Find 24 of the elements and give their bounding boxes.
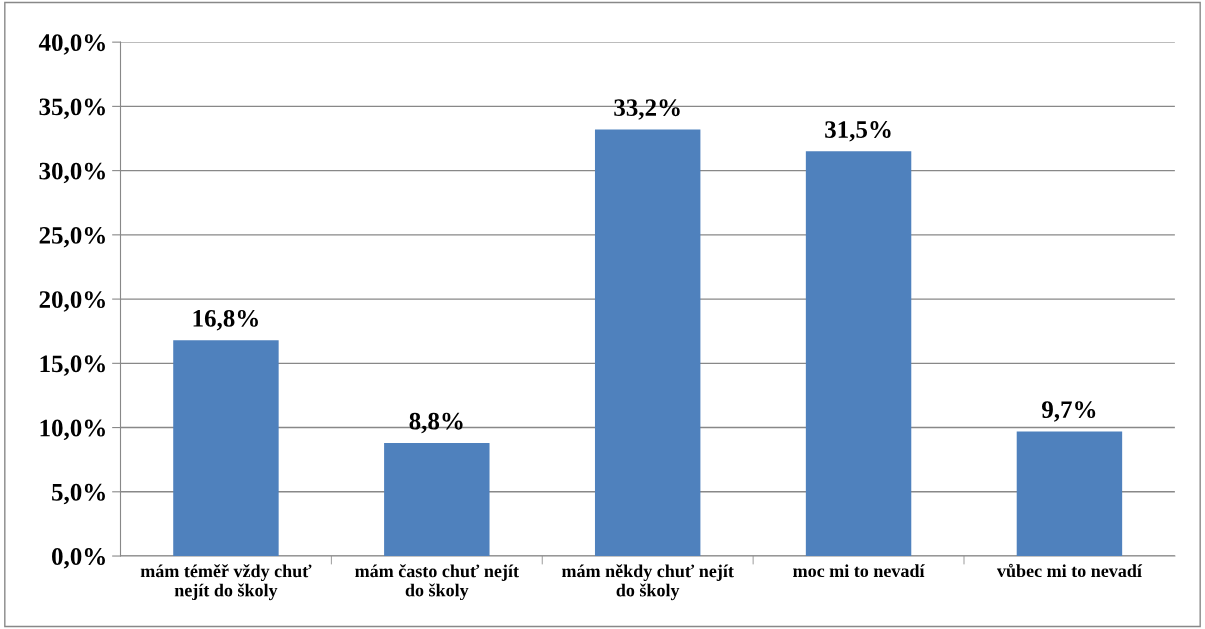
data-label: 9,7%: [1042, 401, 1096, 422]
bar: [173, 340, 279, 557]
y-tick-label: 20,0%: [39, 291, 105, 312]
bar: [1016, 431, 1123, 557]
x-tick-label: mám někdy chuť nejít do školy: [561, 564, 734, 601]
bar: [384, 442, 490, 557]
y-tick-label: 35,0%: [39, 98, 105, 119]
x-tick-label: mám téměř vždy chuť nejít do školy: [140, 564, 312, 601]
y-tick-label: 40,0%: [38, 34, 105, 55]
data-label: 31,5%: [825, 121, 891, 142]
data-label: 8,8%: [409, 412, 463, 434]
x-tick-label: vůbec mi to nevadí: [996, 563, 1143, 578]
data-label: 33,2%: [614, 99, 680, 120]
y-tick-label: 30,0%: [39, 162, 105, 184]
data-label: 16,8%: [193, 309, 258, 331]
x-tick-label: mám často chuť nejít do školy: [355, 564, 519, 601]
y-tick-label: 15,0%: [40, 355, 105, 376]
y-tick-label: 5,0%: [52, 483, 105, 505]
y-tick-label: 25,0%: [39, 226, 105, 248]
y-tick-label: 10,0%: [40, 419, 105, 441]
bar: [805, 151, 912, 557]
x-tick-label: moc mi to nevadí: [793, 564, 925, 578]
y-tick-label: 0,0%: [52, 548, 105, 569]
bar: [594, 129, 701, 557]
